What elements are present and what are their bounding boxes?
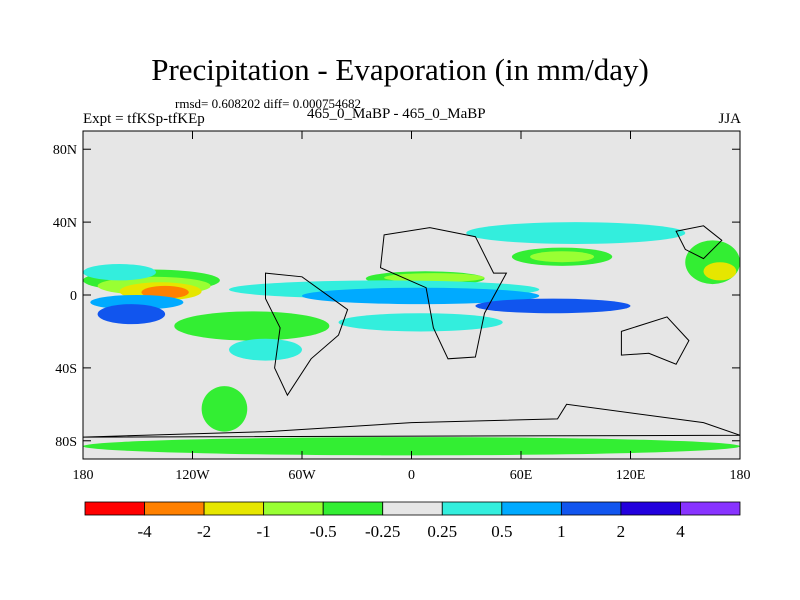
colorbar-box (560, 501, 622, 516)
y-tick-label: 80N (53, 143, 77, 158)
colorbar: -4 -2 -1 -0.5 -0.25 0.25 0.5 1 2 4 (84, 501, 741, 541)
y-tick-label: 40S (55, 362, 77, 377)
colorbar-label: -4 (137, 522, 152, 541)
continent-outline-4 (675, 225, 723, 260)
field-region-17 (466, 222, 686, 244)
colorbar-label: 1 (557, 522, 566, 541)
continent-outline-1 (265, 272, 349, 397)
y-tick-label: 80S (55, 435, 77, 450)
field-region-3 (141, 285, 189, 299)
colorbar-box (263, 501, 324, 516)
field-region-21 (703, 262, 737, 281)
colorbar-box (203, 501, 265, 516)
continent-outline-2 (620, 316, 690, 365)
colorbar-box (84, 501, 145, 516)
colorbar-box (441, 501, 503, 516)
center-subtitle: 465_0_MaBP - 465_0_MaBP (307, 106, 486, 122)
colorbar-box (501, 501, 562, 516)
x-tick-label: 180 (730, 468, 751, 483)
continent-outline-3 (83, 403, 740, 438)
season-label: JJA (718, 111, 741, 127)
colorbar-label: 0.25 (427, 522, 457, 541)
y-tick-label: 40N (53, 216, 77, 231)
colorbar-box (144, 501, 205, 516)
continent-outlines (83, 225, 740, 438)
x-tick-label: 120W (175, 468, 210, 483)
field-region-14 (302, 287, 540, 305)
field-region-16 (338, 313, 503, 332)
field-region-18 (83, 437, 740, 456)
colorbar-label: -2 (197, 522, 211, 541)
colorbar-label: -1 (257, 522, 271, 541)
colorbar-label: 0.5 (491, 522, 512, 541)
y-axis-ticks: 80N 40N 0 40S 80S (53, 143, 740, 450)
colorbar-label: 4 (676, 522, 685, 541)
x-tick-label: 0 (408, 468, 415, 483)
colorbar-box (382, 501, 443, 516)
field-region-15 (475, 298, 631, 314)
x-tick-label: 60E (510, 468, 533, 483)
y-tick-label: 0 (70, 289, 77, 304)
field-region-7 (174, 311, 330, 341)
colorbar-label: -0.5 (310, 522, 337, 541)
x-tick-label: 60W (288, 468, 316, 483)
colorbar-box (680, 501, 741, 516)
x-axis-ticks: 180 120W 60W 0 60E 120E 180 (73, 131, 751, 483)
continent-outline-0 (379, 227, 508, 360)
chart-title: Precipitation - Evaporation (in mm/day) (151, 52, 649, 87)
colorbar-box (620, 501, 681, 516)
field-region-8 (229, 338, 302, 361)
colorbar-label: -0.25 (365, 522, 400, 541)
colorbar-box (322, 501, 384, 516)
stats-line: rmsd= 0.608202 diff= 0.000754682 (175, 96, 361, 111)
field-region-19 (201, 386, 248, 432)
colorbar-label: 2 (617, 522, 626, 541)
x-tick-label: 120E (616, 468, 646, 483)
field-region-5 (97, 304, 166, 325)
plot-area (83, 131, 740, 459)
experiment-label: Expt = tfKSp-tfKEp (83, 111, 205, 127)
field-region-12 (530, 251, 594, 263)
field-region-6 (83, 264, 156, 281)
x-tick-label: 180 (73, 468, 94, 483)
